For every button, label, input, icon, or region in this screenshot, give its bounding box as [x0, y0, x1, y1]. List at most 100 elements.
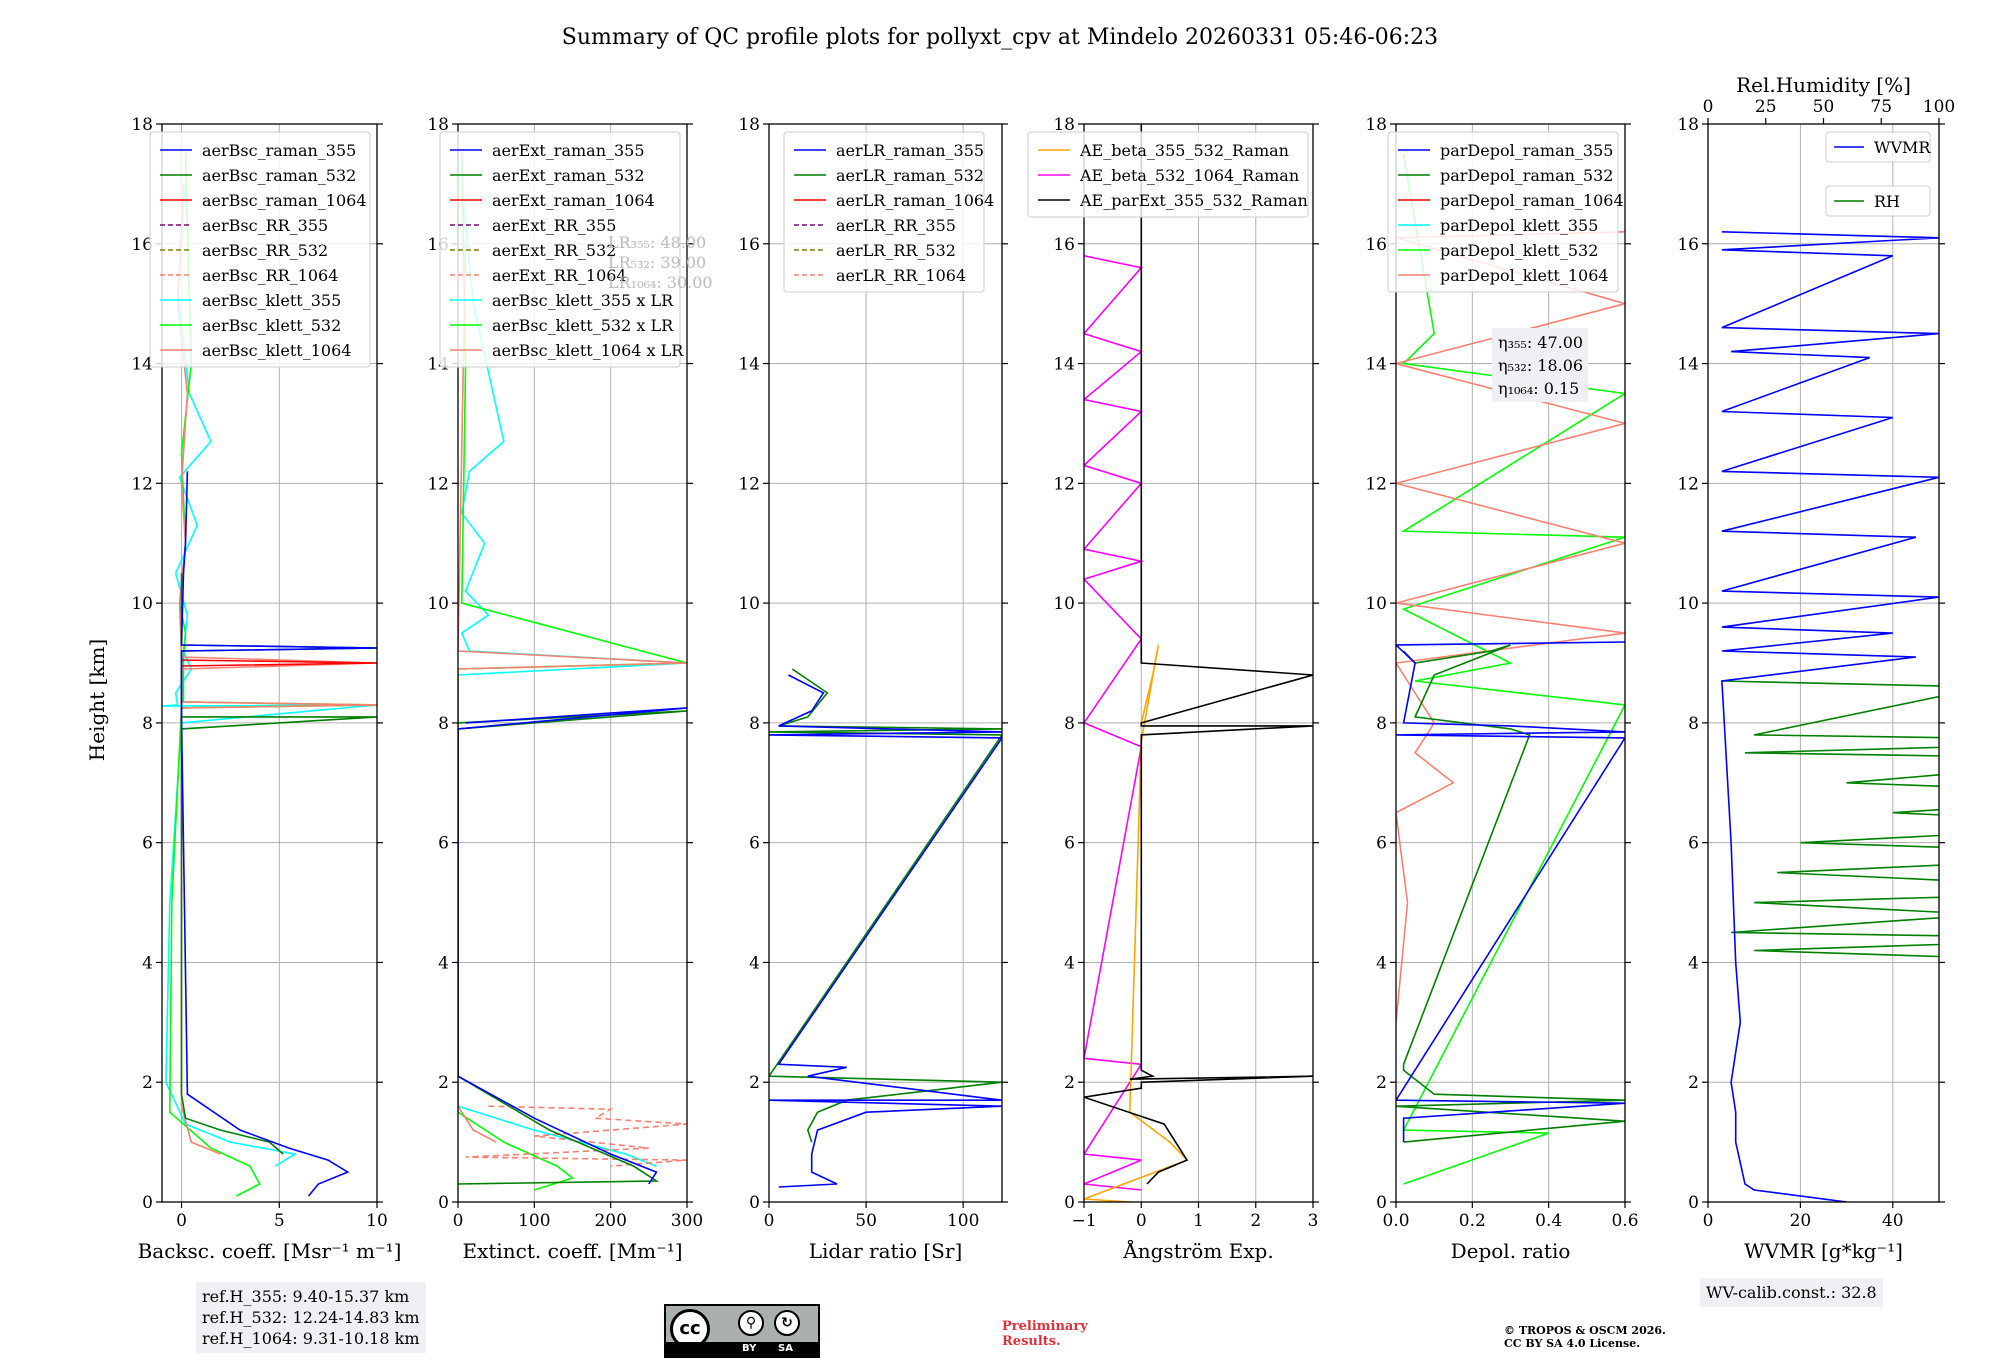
- axes-frame: [1083, 123, 1314, 1203]
- y-tick-label: 14: [1053, 355, 1075, 375]
- legend-entry: aerBsc_RR_355: [202, 216, 328, 235]
- series-line-parDepol_klett_532: [1400, 153, 1625, 1185]
- y-tick-label: 6: [749, 834, 760, 854]
- x-tick-label: 0.4: [1535, 1211, 1562, 1231]
- y-tick-label: 14: [1677, 355, 1699, 375]
- legend-entry: aerBsc_klett_1064: [202, 341, 351, 360]
- x-axis-label: Backsc. coeff. [Msr⁻¹ m⁻¹]: [138, 1239, 402, 1263]
- top-x-tick-label: 0: [1703, 97, 1714, 117]
- legend-entry: parDepol_raman_355: [1440, 141, 1613, 160]
- y-tick-label: 12: [1053, 474, 1075, 494]
- ref-heights-box: ref.H_355: 9.40-15.37 km ref.H_532: 12.2…: [196, 1282, 426, 1353]
- x-axis-label: Lidar ratio [Sr]: [809, 1239, 963, 1263]
- x-tick-label: 2: [1250, 1211, 1261, 1231]
- legend-box: [1027, 131, 1309, 218]
- x-tick-label: 1: [1193, 1211, 1204, 1231]
- ref-height-1064: ref.H_1064: 9.31-10.18 km: [202, 1329, 420, 1348]
- x-tick-label: 0.0: [1382, 1211, 1409, 1231]
- y-tick-label: 2: [749, 1073, 760, 1093]
- legend-entry: parDepol_klett_532: [1440, 241, 1598, 260]
- legend-entry: aerLR_raman_355: [836, 141, 984, 160]
- series-line-WVMR: [1721, 231, 1939, 1202]
- y-tick-label: 18: [427, 115, 449, 135]
- y-tick-label: 10: [1053, 594, 1075, 614]
- y-tick-label: 12: [1677, 474, 1699, 494]
- x-axis-label: Depol. ratio: [1451, 1239, 1571, 1263]
- y-tick-label: 4: [1688, 953, 1699, 973]
- y-tick-label: 16: [1677, 235, 1699, 255]
- eta-annotation: η₁₀₆₄: 0.15: [1498, 379, 1579, 398]
- panel-depolarization: 0 2 4 6 8 10 12 14 16 18 0.0 0.2 0.4 0.6 Depol. ratio p…: [1365, 115, 1638, 1263]
- series-line-aerExt_raman_532: [458, 710, 687, 1185]
- lr-annotation: LR₅₃₂: 39.00: [608, 253, 706, 272]
- series-line-aerLR_raman_532: [769, 668, 1002, 1143]
- top-x-tick-label: 75: [1870, 97, 1892, 117]
- legend-entry: AE_beta_532_1064_Raman: [1079, 166, 1299, 185]
- series-line-aerBsc_raman_355: [180, 471, 377, 1197]
- y-tick-label: 0: [438, 1193, 449, 1213]
- y-tick-label: 18: [1365, 115, 1387, 135]
- legend-box: [439, 131, 681, 368]
- y-tick-label: 16: [1365, 235, 1387, 255]
- y-tick-label: 14: [738, 355, 760, 375]
- legend-entry: aerBsc_RR_1064: [202, 266, 338, 285]
- axes-frame: [1395, 123, 1626, 1203]
- y-tick-label: 4: [1376, 953, 1387, 973]
- legend-entry: parDepol_raman_532: [1440, 166, 1613, 185]
- top-x-tick-label: 25: [1755, 97, 1777, 117]
- ref-height-355: ref.H_355: 9.40-15.37 km: [202, 1287, 410, 1306]
- x-tick-label: 0.6: [1611, 1211, 1638, 1231]
- y-tick-label: 14: [1365, 355, 1387, 375]
- cc-sa-label: SA: [778, 1343, 793, 1354]
- legend-entry: aerBsc_klett_532 x LR: [492, 316, 674, 335]
- series-line-aerBsc_klett_355: [162, 183, 377, 1167]
- y-tick-label: 6: [1376, 834, 1387, 854]
- series-line-aerLR_raman_355: [769, 674, 1002, 1188]
- y-tick-label: 8: [1376, 714, 1387, 734]
- y-tick-label: 10: [131, 594, 153, 614]
- x-tick-label: −1: [1071, 1211, 1096, 1231]
- eta-annotation: η₃₅₅: 47.00: [1498, 333, 1583, 352]
- legend-entry: aerBsc_raman_1064: [202, 191, 367, 210]
- legend-entry: AE_parExt_355_532_Raman: [1079, 191, 1308, 210]
- y-tick-label: 6: [438, 834, 449, 854]
- y-tick-label: 10: [427, 594, 449, 614]
- x-tick-label: 100: [947, 1211, 979, 1231]
- legend-box: [1387, 131, 1619, 293]
- legend-entry: aerBsc_klett_532: [202, 316, 341, 335]
- x-tick-label: 100: [518, 1211, 550, 1231]
- share-alike-icon: ↻: [774, 1310, 800, 1336]
- panel-backscatter: 0 2 4 6 8 10 12 14 16 18 0 5 10 Backsc. coeff. [Msr⁻¹…: [131, 115, 401, 1263]
- x-tick-label: 0: [1703, 1211, 1714, 1231]
- x-tick-label: 200: [594, 1211, 626, 1231]
- legend-entry: parDepol_klett_1064: [1440, 266, 1609, 285]
- series-line-parDepol_raman_532: [1396, 644, 1625, 1143]
- x-axis-label: WVMR [g*kg⁻¹]: [1744, 1239, 1903, 1263]
- axes-frame: [457, 123, 688, 1203]
- y-tick-label: 2: [1064, 1073, 1075, 1093]
- person-icon: ⚲: [738, 1310, 764, 1336]
- y-tick-label: 14: [131, 355, 153, 375]
- y-tick-label: 12: [131, 474, 153, 494]
- x-tick-label: 0: [176, 1211, 187, 1231]
- x-tick-label: 0: [453, 1211, 464, 1231]
- y-tick-label: 0: [1376, 1193, 1387, 1213]
- y-tick-label: 2: [1376, 1073, 1387, 1093]
- legend-entry: RH: [1874, 192, 1900, 211]
- y-tick-label: 10: [738, 594, 760, 614]
- legend-entry: aerLR_raman_1064: [836, 191, 994, 210]
- legend-entry: aerBsc_raman_532: [202, 166, 356, 185]
- y-tick-label: 18: [1677, 115, 1699, 135]
- y-tick-label: 8: [1064, 714, 1075, 734]
- y-tick-label: 16: [738, 235, 760, 255]
- legend-entry: aerExt_raman_355: [492, 141, 645, 160]
- x-axis-label: Ångström Exp.: [1122, 1238, 1273, 1263]
- y-tick-label: 12: [1365, 474, 1387, 494]
- legend-entry: AE_beta_355_532_Raman: [1079, 141, 1289, 160]
- legend-entry: aerExt_raman_1064: [492, 191, 655, 210]
- y-tick-label: 2: [1688, 1073, 1699, 1093]
- top-x-tick-label: 50: [1813, 97, 1835, 117]
- y-tick-label: 2: [142, 1073, 153, 1093]
- legend-entry: aerExt_RR_355: [492, 216, 616, 235]
